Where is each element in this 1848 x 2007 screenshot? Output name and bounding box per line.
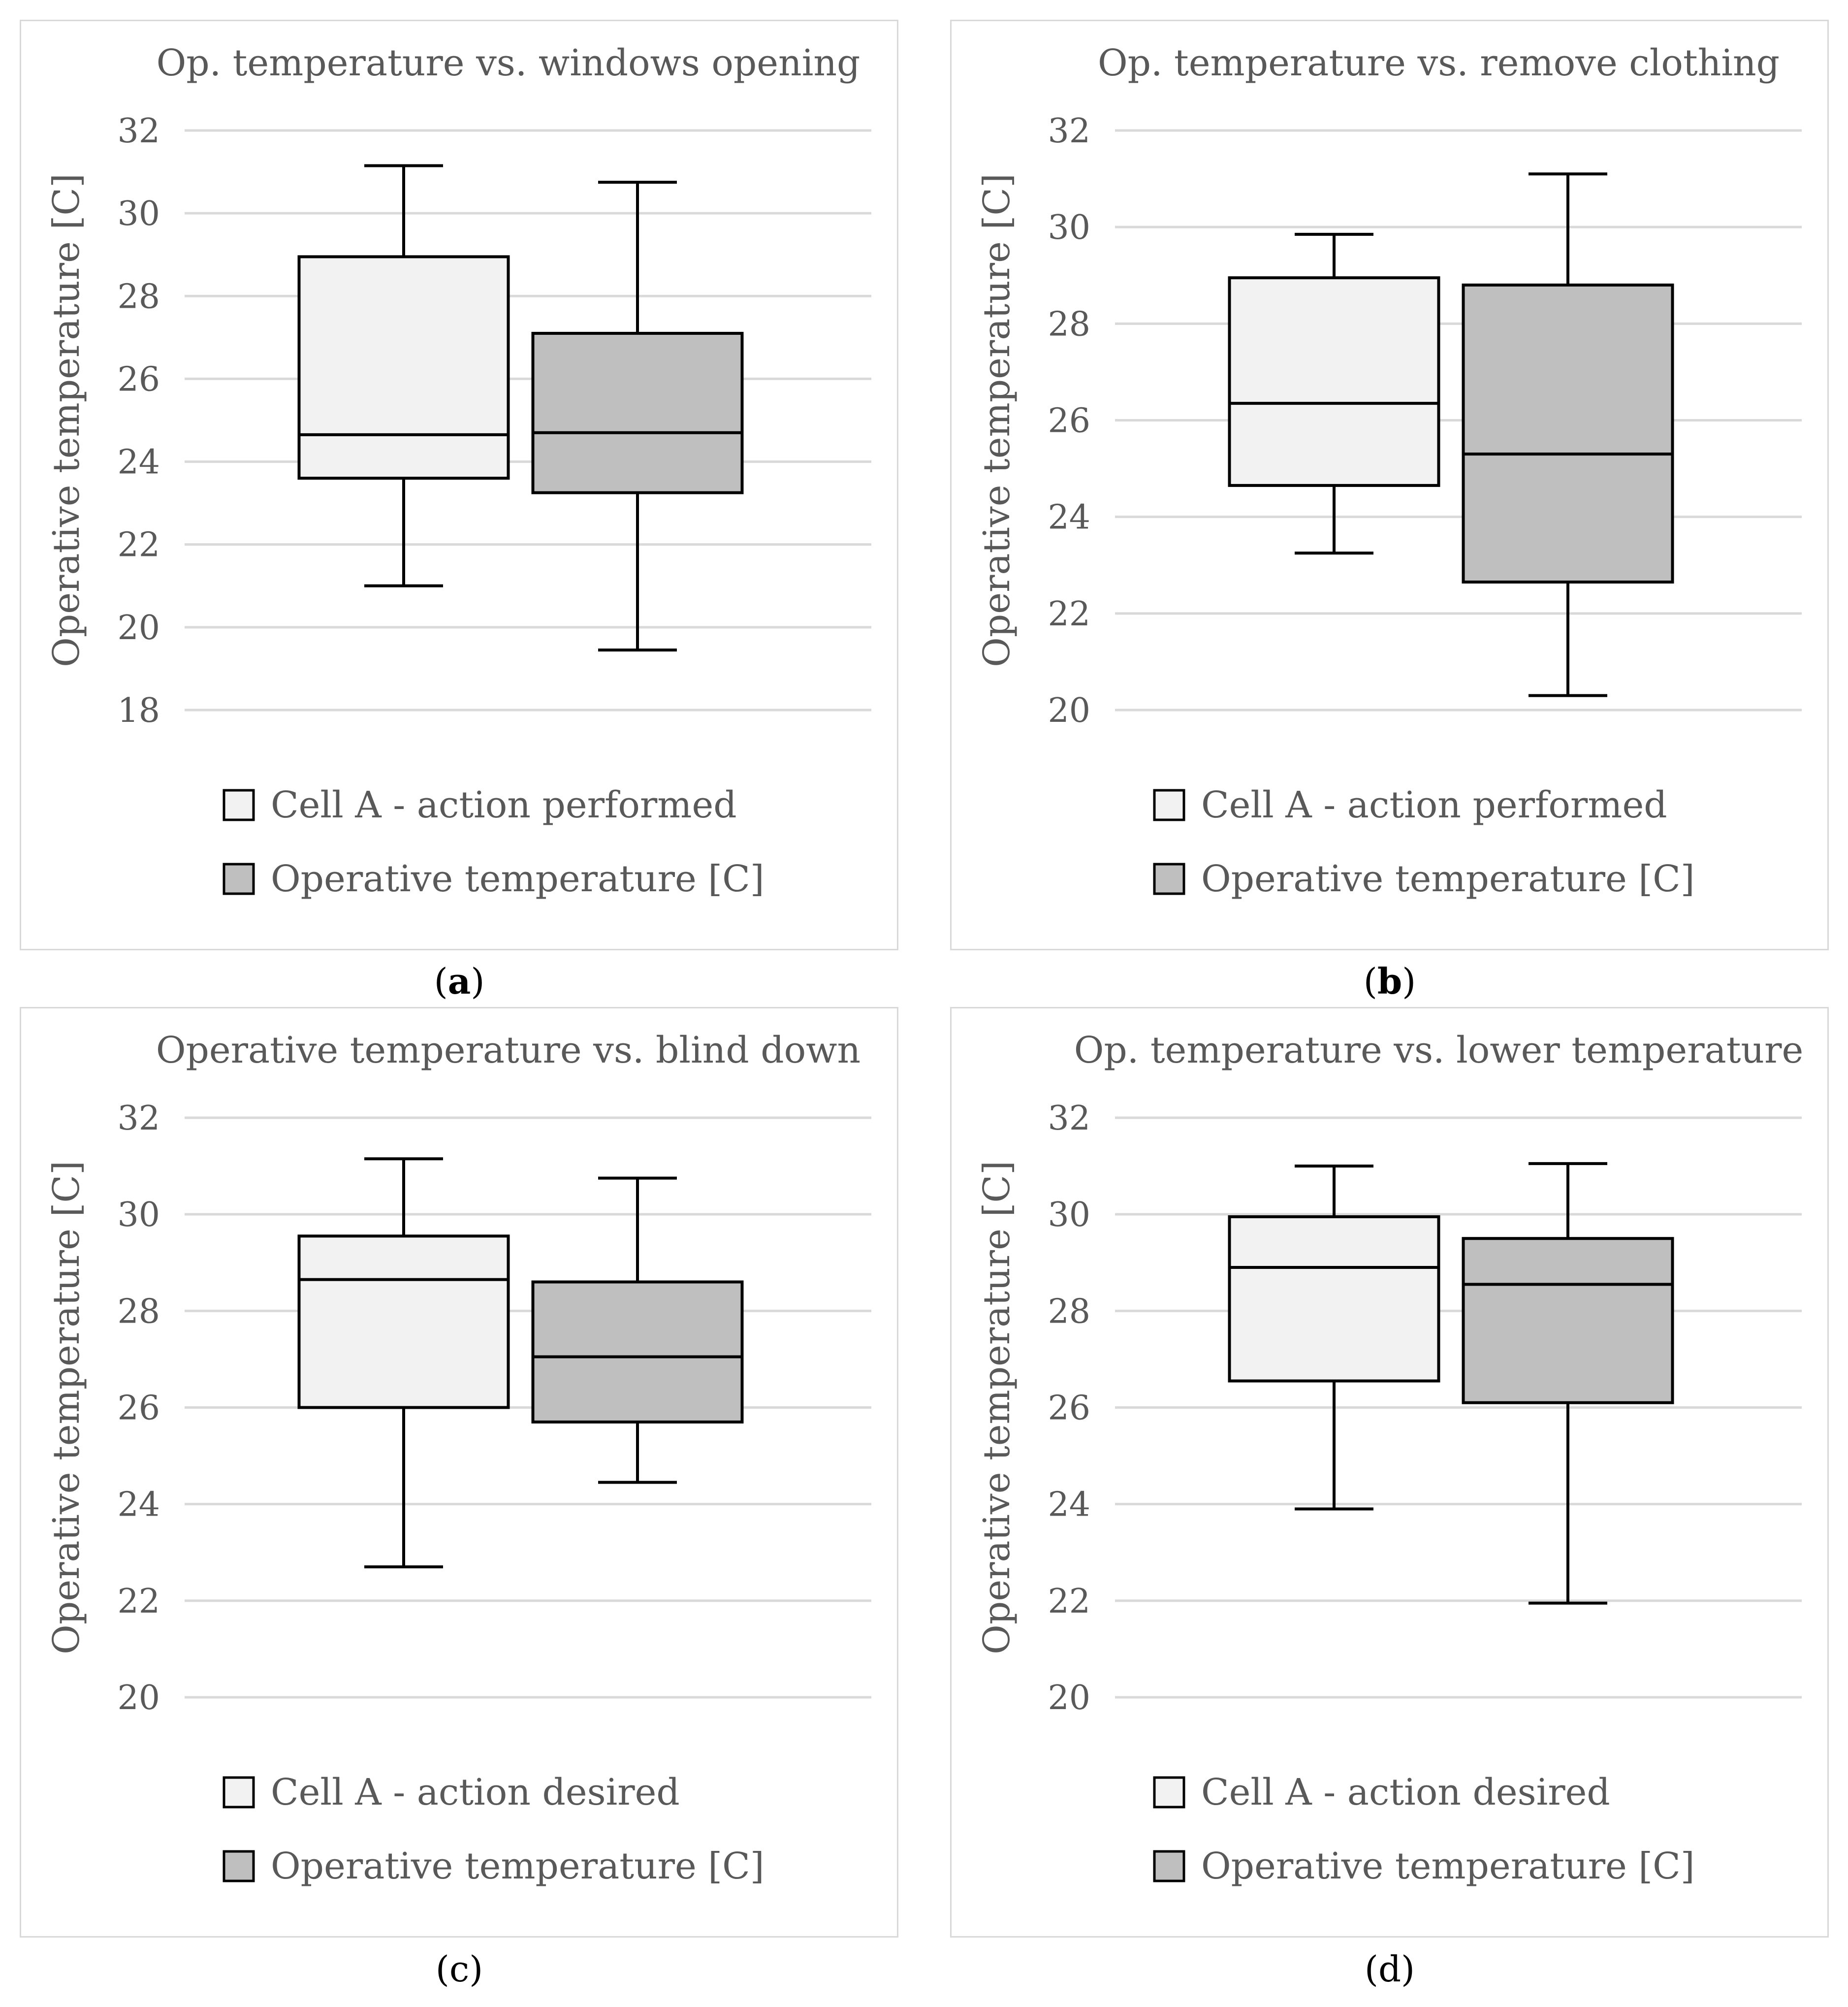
y-tick-label-b-22: 22: [1048, 595, 1090, 634]
box-iqr-c-1: [297, 1234, 510, 1409]
chart-title-b: Op. temperature vs. remove clothing: [1098, 42, 1780, 84]
box-iqr-d-2: [1462, 1237, 1674, 1404]
chart-frame-c: [20, 1007, 898, 1938]
y-tick-label-a-18: 18: [117, 691, 160, 730]
y-tick-label-c-26: 26: [117, 1389, 160, 1428]
y-tick-label-c-22: 22: [117, 1582, 160, 1621]
caption-a-letter: a: [447, 960, 471, 1002]
legend-swatch-b-1: [1153, 789, 1185, 821]
legend-label-d-1: Cell A - action desired: [1201, 1771, 1610, 1813]
box-iqr-d-1: [1228, 1215, 1440, 1383]
legend-swatch-d-2: [1153, 1850, 1185, 1882]
box-iqr-a-1: [297, 255, 510, 480]
chart-frame-d: [950, 1007, 1829, 1938]
y-axis-label-a: Operative temperature [C]: [45, 173, 88, 667]
chart-frame-a: [20, 20, 898, 950]
legend-label-b-1: Cell A - action performed: [1201, 784, 1667, 826]
box-iqr-b-2: [1462, 283, 1674, 584]
y-tick-label-d-24: 24: [1048, 1486, 1090, 1524]
panel-a-chart: Op. temperature vs. windows opening 18 20 2…: [20, 20, 898, 950]
box-b-2: [1462, 172, 1674, 697]
caption-c-letter: c: [449, 1948, 470, 1990]
y-tick-label-d-20: 20: [1048, 1679, 1090, 1717]
caption-a: (a): [434, 960, 485, 1002]
y-tick-label-d-22: 22: [1048, 1582, 1090, 1621]
box-a-2: [531, 181, 744, 652]
y-tick-label-d-26: 26: [1048, 1389, 1090, 1428]
box-d-1: [1228, 1165, 1440, 1511]
y-tick-label-b-24: 24: [1048, 498, 1090, 537]
box-iqr-c-2: [531, 1280, 744, 1424]
panel-d-chart: Op. temperature vs. lower temperature 20 2…: [950, 1007, 1829, 1938]
y-tick-label-a-30: 30: [117, 194, 160, 233]
panel-b-chart: Op. temperature vs. remove clothing 20 22 2…: [950, 20, 1829, 950]
y-axis-label-c: Operative temperature [C]: [45, 1161, 88, 1654]
y-tick-label-b-32: 32: [1048, 112, 1090, 151]
box-iqr-b-1: [1228, 276, 1440, 487]
y-tick-label-a-32: 32: [117, 112, 160, 151]
legend-swatch-b-2: [1153, 863, 1185, 895]
y-axis-label-d: Operative temperature [C]: [976, 1161, 1018, 1654]
caption-b-letter: b: [1377, 960, 1402, 1002]
y-axis-label-b: Operative temperature [C]: [976, 173, 1018, 667]
y-tick-label-a-26: 26: [117, 360, 160, 399]
box-c-1: [297, 1157, 510, 1569]
chart-title-a: Op. temperature vs. windows opening: [157, 42, 860, 84]
y-tick-label-c-28: 28: [117, 1292, 160, 1331]
y-tick-label-d-30: 30: [1048, 1196, 1090, 1234]
y-tick-label-a-20: 20: [117, 609, 160, 647]
y-tick-label-c-24: 24: [117, 1486, 160, 1524]
y-tick-label-b-26: 26: [1048, 402, 1090, 441]
panel-c-chart: Operative temperature vs. blind down 20 22…: [20, 1007, 898, 1938]
box-iqr-a-2: [531, 331, 744, 494]
box-a-1: [297, 164, 510, 587]
y-tick-label-c-32: 32: [117, 1099, 160, 1138]
y-tick-label-b-30: 30: [1048, 208, 1090, 247]
legend-label-a-2: Operative temperature [C]: [271, 858, 765, 900]
legend-swatch-a-2: [223, 863, 255, 895]
legend-label-d-2: Operative temperature [C]: [1201, 1845, 1695, 1887]
caption-c: (c): [435, 1948, 483, 1990]
y-tick-label-d-32: 32: [1048, 1099, 1090, 1138]
legend-swatch-c-2: [223, 1850, 255, 1882]
caption-d: (d): [1364, 1948, 1415, 1990]
legend-label-a-1: Cell A - action performed: [271, 784, 737, 826]
legend-label-b-2: Operative temperature [C]: [1201, 858, 1695, 900]
box-d-2: [1462, 1162, 1674, 1605]
chart-title-c: Operative temperature vs. blind down: [156, 1029, 860, 1071]
legend-label-c-1: Cell A - action desired: [271, 1771, 680, 1813]
legend-swatch-d-1: [1153, 1776, 1185, 1809]
box-b-1: [1228, 232, 1440, 555]
legend-label-c-2: Operative temperature [C]: [271, 1845, 765, 1887]
y-tick-label-c-30: 30: [117, 1196, 160, 1234]
y-tick-label-a-22: 22: [117, 526, 160, 565]
legend-swatch-c-1: [223, 1776, 255, 1809]
y-tick-label-a-28: 28: [117, 277, 160, 316]
y-tick-label-a-24: 24: [117, 443, 160, 482]
legend-swatch-a-1: [223, 789, 255, 821]
box-c-2: [531, 1176, 744, 1484]
chart-title-d: Op. temperature vs. lower temperature: [1074, 1029, 1804, 1071]
caption-b: (b): [1363, 960, 1416, 1002]
y-tick-label-c-20: 20: [117, 1679, 160, 1717]
caption-d-letter: d: [1378, 1948, 1402, 1990]
y-tick-label-b-28: 28: [1048, 305, 1090, 344]
y-tick-label-b-20: 20: [1048, 691, 1090, 730]
y-tick-label-d-28: 28: [1048, 1292, 1090, 1331]
